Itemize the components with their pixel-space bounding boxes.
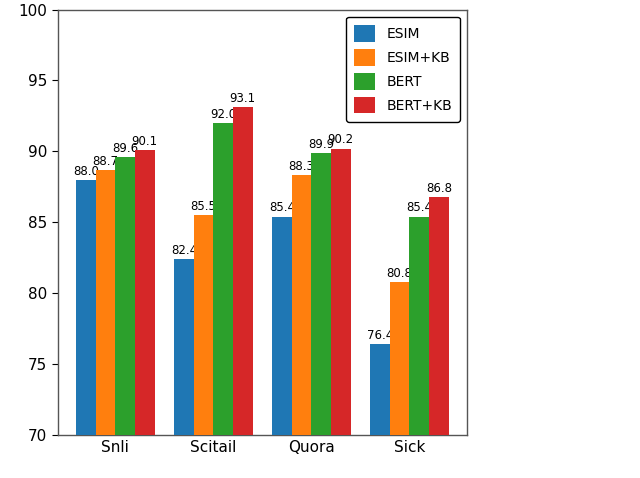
Text: 89.9: 89.9 — [308, 138, 334, 151]
Bar — [194, 215, 213, 478]
Text: 93.1: 93.1 — [230, 92, 256, 105]
Text: 85.4: 85.4 — [269, 201, 295, 215]
Bar — [233, 108, 253, 478]
Text: 88.3: 88.3 — [289, 160, 314, 174]
Bar — [76, 180, 96, 478]
Bar — [370, 344, 390, 478]
Bar — [135, 150, 155, 478]
Text: 89.6: 89.6 — [112, 142, 138, 155]
Bar — [410, 217, 429, 478]
Text: 88.0: 88.0 — [73, 164, 99, 178]
Bar — [115, 157, 135, 478]
Bar — [213, 123, 233, 478]
Text: 88.7: 88.7 — [93, 155, 118, 168]
Text: 90.1: 90.1 — [132, 135, 158, 148]
Text: 90.2: 90.2 — [328, 133, 354, 146]
Bar — [96, 170, 115, 478]
Bar — [312, 153, 331, 478]
Text: 85.5: 85.5 — [191, 200, 216, 213]
Text: 92.0: 92.0 — [210, 108, 236, 121]
Bar — [429, 197, 449, 478]
Bar — [272, 217, 292, 478]
Bar — [174, 259, 194, 478]
Text: 76.4: 76.4 — [367, 329, 393, 342]
Text: 80.8: 80.8 — [387, 267, 413, 280]
Bar — [331, 149, 351, 478]
Text: 86.8: 86.8 — [426, 182, 452, 195]
Legend: ESIM, ESIM+KB, BERT, BERT+KB: ESIM, ESIM+KB, BERT, BERT+KB — [346, 17, 460, 122]
Text: 85.4: 85.4 — [406, 201, 432, 215]
Text: 82.4: 82.4 — [171, 244, 197, 257]
Bar — [390, 282, 410, 478]
Bar — [292, 175, 312, 478]
